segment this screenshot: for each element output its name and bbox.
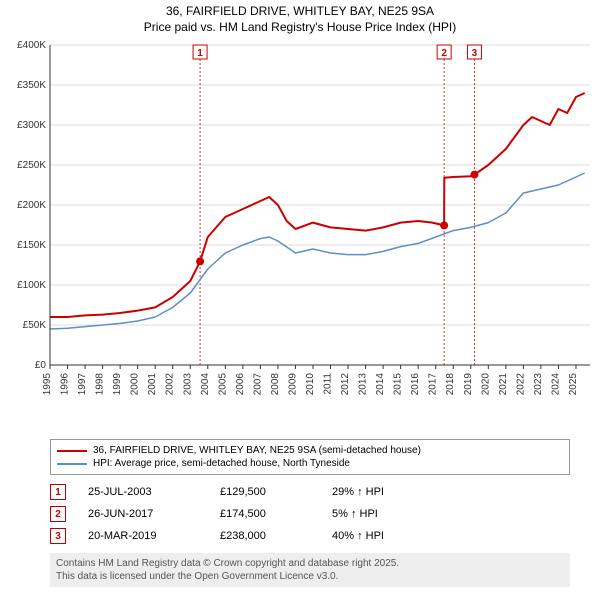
svg-text:2007: 2007 bbox=[252, 373, 263, 396]
legend-row: HPI: Average price, semi-detached house,… bbox=[57, 457, 563, 470]
svg-text:£100K: £100K bbox=[17, 280, 46, 291]
svg-text:£150K: £150K bbox=[17, 240, 46, 251]
legend-label: HPI: Average price, semi-detached house,… bbox=[93, 458, 350, 469]
svg-text:2003: 2003 bbox=[182, 373, 193, 396]
sales-price: £238,000 bbox=[220, 530, 310, 542]
svg-text:2008: 2008 bbox=[270, 373, 281, 396]
svg-text:2001: 2001 bbox=[147, 373, 158, 396]
sales-marker: 2 bbox=[50, 506, 66, 522]
sales-date: 26-JUN-2017 bbox=[88, 508, 198, 520]
svg-text:£400K: £400K bbox=[17, 40, 46, 51]
sales-row: 3 20-MAR-2019 £238,000 40% ↑ HPI bbox=[50, 525, 570, 547]
svg-text:£50K: £50K bbox=[23, 320, 47, 331]
svg-text:2020: 2020 bbox=[480, 373, 491, 396]
sales-pct: 29% ↑ HPI bbox=[332, 486, 422, 498]
svg-text:£0: £0 bbox=[35, 360, 47, 371]
chart-container: 36, FAIRFIELD DRIVE, WHITLEY BAY, NE25 9… bbox=[0, 0, 600, 587]
footer: Contains HM Land Registry data © Crown c… bbox=[50, 553, 570, 587]
legend-swatch bbox=[57, 450, 87, 452]
svg-text:2019: 2019 bbox=[463, 373, 474, 396]
svg-text:£300K: £300K bbox=[17, 120, 46, 131]
sales-date: 25-JUL-2003 bbox=[88, 486, 198, 498]
svg-text:1996: 1996 bbox=[60, 373, 71, 396]
sales-row: 1 25-JUL-2003 £129,500 29% ↑ HPI bbox=[50, 481, 570, 503]
sales-price: £129,500 bbox=[220, 486, 310, 498]
svg-text:2005: 2005 bbox=[217, 373, 228, 396]
svg-text:2025: 2025 bbox=[568, 373, 579, 396]
legend-row: 36, FAIRFIELD DRIVE, WHITLEY BAY, NE25 9… bbox=[57, 444, 563, 457]
svg-text:2009: 2009 bbox=[287, 373, 298, 396]
legend-swatch bbox=[57, 463, 87, 465]
svg-text:1998: 1998 bbox=[95, 373, 106, 396]
svg-text:1995: 1995 bbox=[42, 373, 53, 396]
svg-text:2011: 2011 bbox=[323, 373, 334, 395]
svg-text:£350K: £350K bbox=[17, 80, 46, 91]
svg-text:1: 1 bbox=[197, 48, 203, 59]
svg-text:2012: 2012 bbox=[340, 373, 351, 396]
svg-text:2004: 2004 bbox=[200, 373, 211, 396]
svg-text:2023: 2023 bbox=[533, 373, 544, 396]
svg-text:2000: 2000 bbox=[130, 373, 141, 396]
sales-pct: 40% ↑ HPI bbox=[332, 530, 422, 542]
svg-text:3: 3 bbox=[472, 48, 478, 59]
sales-marker: 1 bbox=[50, 484, 66, 500]
svg-text:2013: 2013 bbox=[358, 373, 369, 396]
svg-text:2021: 2021 bbox=[498, 373, 509, 396]
svg-text:2: 2 bbox=[441, 48, 447, 59]
title-line-1: 36, FAIRFIELD DRIVE, WHITLEY BAY, NE25 9… bbox=[0, 4, 600, 20]
sales-date: 20-MAR-2019 bbox=[88, 530, 198, 542]
legend-label: 36, FAIRFIELD DRIVE, WHITLEY BAY, NE25 9… bbox=[93, 445, 421, 456]
svg-text:2018: 2018 bbox=[445, 373, 456, 396]
svg-text:2017: 2017 bbox=[428, 373, 439, 396]
sales-table: 1 25-JUL-2003 £129,500 29% ↑ HPI 2 26-JU… bbox=[50, 481, 570, 547]
svg-text:2010: 2010 bbox=[305, 373, 316, 396]
chart-svg: £0 £50K £100K £150K £200K £250K £300K £350K £400… bbox=[0, 35, 600, 435]
sales-marker: 3 bbox=[50, 528, 66, 544]
svg-text:2016: 2016 bbox=[410, 373, 421, 396]
svg-text:2024: 2024 bbox=[550, 373, 561, 396]
svg-text:£200K: £200K bbox=[17, 200, 46, 211]
svg-text:2014: 2014 bbox=[375, 373, 386, 396]
svg-text:2002: 2002 bbox=[165, 373, 176, 396]
title-block: 36, FAIRFIELD DRIVE, WHITLEY BAY, NE25 9… bbox=[0, 0, 600, 35]
legend: 36, FAIRFIELD DRIVE, WHITLEY BAY, NE25 9… bbox=[50, 439, 570, 475]
svg-text:2006: 2006 bbox=[235, 373, 246, 396]
sales-pct: 5% ↑ HPI bbox=[332, 508, 422, 520]
svg-text:£250K: £250K bbox=[17, 160, 46, 171]
svg-text:1999: 1999 bbox=[112, 373, 123, 396]
sales-row: 2 26-JUN-2017 £174,500 5% ↑ HPI bbox=[50, 503, 570, 525]
svg-text:2015: 2015 bbox=[393, 373, 404, 396]
svg-text:2022: 2022 bbox=[515, 373, 526, 396]
footer-line-1: Contains HM Land Registry data © Crown c… bbox=[56, 557, 564, 570]
footer-line-2: This data is licensed under the Open Gov… bbox=[56, 570, 564, 583]
sales-price: £174,500 bbox=[220, 508, 310, 520]
title-line-2: Price paid vs. HM Land Registry's House … bbox=[0, 20, 600, 36]
chart-area: £0 £50K £100K £150K £200K £250K £300K £350K £400… bbox=[0, 35, 600, 435]
svg-text:1997: 1997 bbox=[77, 373, 88, 396]
